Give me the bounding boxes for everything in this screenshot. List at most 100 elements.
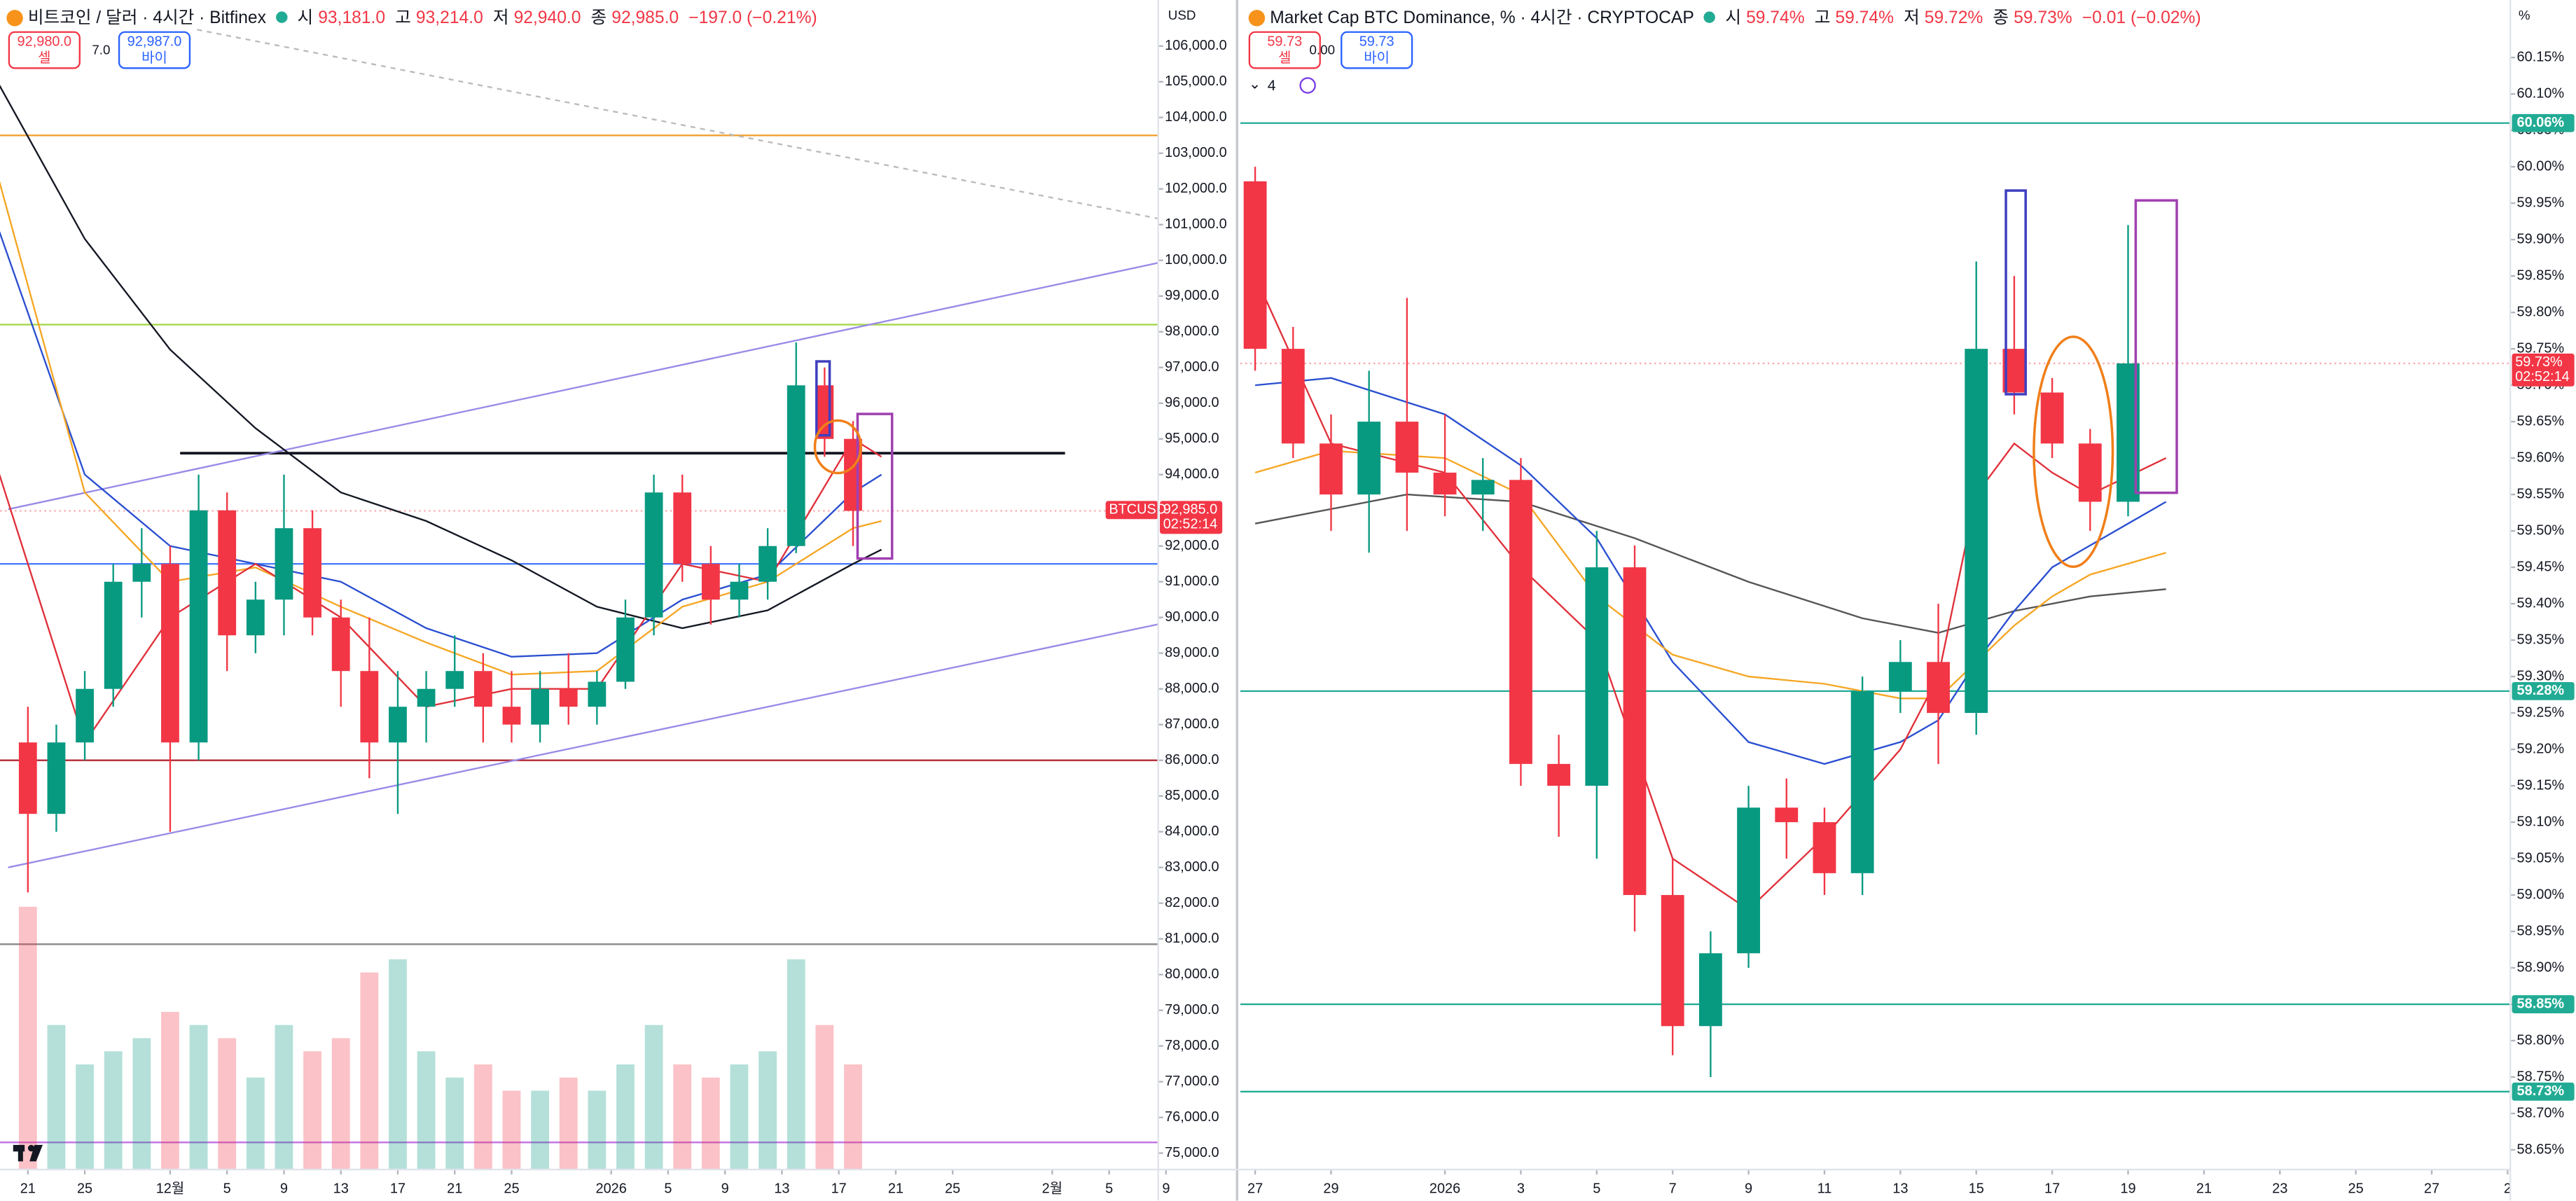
change: −0.01 (−0.02%) (2082, 7, 2201, 27)
buy-price: 92,987.0 (127, 32, 182, 50)
buy-button[interactable]: 59.73 바이 (1341, 31, 1413, 69)
moving-average (0, 438, 882, 744)
candle-body (701, 564, 720, 600)
moving-average (1254, 493, 2166, 634)
x-tick-label: 23 (2272, 1181, 2287, 1197)
x-tick-label: 9 (1162, 1181, 1170, 1197)
y-tick-label: 99,000.0 (1165, 288, 1219, 303)
candle-body (787, 385, 805, 546)
y-tick-label: 103,000.0 (1165, 145, 1227, 160)
y-tick-label: 59.85% (2517, 268, 2565, 283)
y-tick-label: 59.30% (2517, 668, 2565, 683)
y-tick-label: 58.80% (2517, 1032, 2565, 1048)
sell-label: 셀 (1278, 49, 1292, 66)
y-tick-label: 58.90% (2517, 959, 2565, 975)
x-tick-label: 2 (2504, 1181, 2512, 1197)
volume-bar (502, 1090, 521, 1170)
candle-body (1965, 349, 1988, 714)
last-price-tag (1160, 501, 1223, 534)
volume-bar (303, 1051, 321, 1170)
volume-bar (531, 1090, 549, 1170)
x-tick-label: 9 (280, 1181, 288, 1197)
candle-body (76, 688, 94, 743)
x-tick-label: 5 (223, 1181, 231, 1197)
y-tick-label: 59.15% (2517, 777, 2565, 793)
sell-price: 92,980.0 (17, 32, 72, 50)
change: −197.0 (−0.21%) (688, 7, 817, 27)
y-tick-label: 88,000.0 (1165, 681, 1219, 696)
sell-button[interactable]: 92,980.0 셀 (8, 31, 81, 69)
buy-button[interactable]: 92,987.0 바이 (118, 31, 191, 69)
volume-bar (161, 1011, 179, 1170)
y-tick-label: 77,000.0 (1165, 1074, 1219, 1089)
y-tick-label: 100,000.0 (1165, 252, 1227, 268)
x-tick-label: 27 (1247, 1181, 1263, 1197)
level-tag-label: 59.28% (2517, 683, 2565, 698)
sync-icon (1299, 76, 1315, 93)
y-tick-label: 59.45% (2517, 559, 2565, 574)
x-tick-label: 15 (1969, 1181, 1984, 1197)
volume-bar (445, 1077, 464, 1170)
ohlc-label: 저 (492, 8, 509, 28)
last-price-label: 92,985.0 (1163, 502, 1218, 518)
x-tick-label: 25 (504, 1181, 519, 1197)
y-tick-label: 59.75% (2517, 340, 2565, 356)
volume-bar (473, 1064, 492, 1170)
volume-bar (76, 1064, 94, 1170)
candle-body (275, 528, 293, 600)
candle-body (1320, 443, 1343, 495)
candle-body (218, 510, 237, 636)
candle-body (1243, 181, 1267, 349)
buy-label: 바이 (141, 49, 167, 66)
y-tick-label: 59.05% (2517, 850, 2565, 866)
candle-body (616, 617, 635, 682)
status-dot (275, 11, 288, 23)
y-tick-label: 97,000.0 (1165, 359, 1219, 375)
candle-body (759, 546, 777, 582)
buy-price: 59.73 (1359, 32, 1394, 50)
indicator-toggle[interactable]: ⌄ 4 (1249, 76, 1315, 94)
sell-button[interactable]: 59.73 셀 (1248, 31, 1321, 69)
candle-body (2040, 392, 2064, 444)
ohlc-value: 59.74% (1746, 7, 1805, 27)
moving-average (0, 85, 882, 630)
ellipse-drawing (813, 419, 862, 475)
symbol-header: Market Cap BTC Dominance, % · 4시간 · CRYP… (1248, 5, 2201, 29)
volume-bar (787, 959, 805, 1170)
candle-body (1888, 662, 1912, 691)
candle-body (644, 492, 663, 618)
x-tick-label: 27 (2424, 1181, 2439, 1197)
x-tick-label: 25 (77, 1181, 92, 1197)
drawings (813, 189, 2178, 569)
box-drawing (2134, 199, 2178, 494)
x-tick-label: 9 (721, 1181, 729, 1197)
candle-body (389, 707, 407, 743)
trendline (197, 29, 1158, 220)
candle-body (1509, 480, 1532, 764)
x-tick-label: 21 (20, 1181, 36, 1197)
level-tag (2512, 681, 2575, 700)
x-tick-label: 25 (945, 1181, 960, 1197)
x-tick-label: 19 (2120, 1181, 2135, 1197)
y-tick-label: 80,000.0 (1165, 966, 1219, 982)
box-drawing (2004, 189, 2027, 396)
y-tick-label: 94,000.0 (1165, 466, 1219, 482)
candle-body (588, 681, 607, 707)
level-tag (2512, 113, 2575, 132)
candle-body (844, 438, 862, 511)
x-tick-label: 29 (1323, 1181, 1338, 1197)
candle-body (1623, 567, 1647, 896)
y-tick-label: 59.65% (2517, 413, 2565, 429)
x-tick-label: 2월 (1042, 1181, 1062, 1197)
y-tick-label: 90,000.0 (1165, 609, 1219, 625)
volume-bar (701, 1077, 720, 1170)
y-tick-label: 91,000.0 (1165, 574, 1219, 589)
candle-body (246, 599, 265, 636)
ohlc-value: 93,214.0 (415, 7, 483, 27)
candle-body (1698, 953, 1722, 1027)
volume-bar (730, 1064, 749, 1170)
ohlc-value: 59.73% (2014, 7, 2072, 27)
ellipse-drawing (2033, 335, 2114, 569)
y-tick-label: 78,000.0 (1165, 1038, 1219, 1053)
x-tick-label: 2026 (595, 1181, 626, 1197)
